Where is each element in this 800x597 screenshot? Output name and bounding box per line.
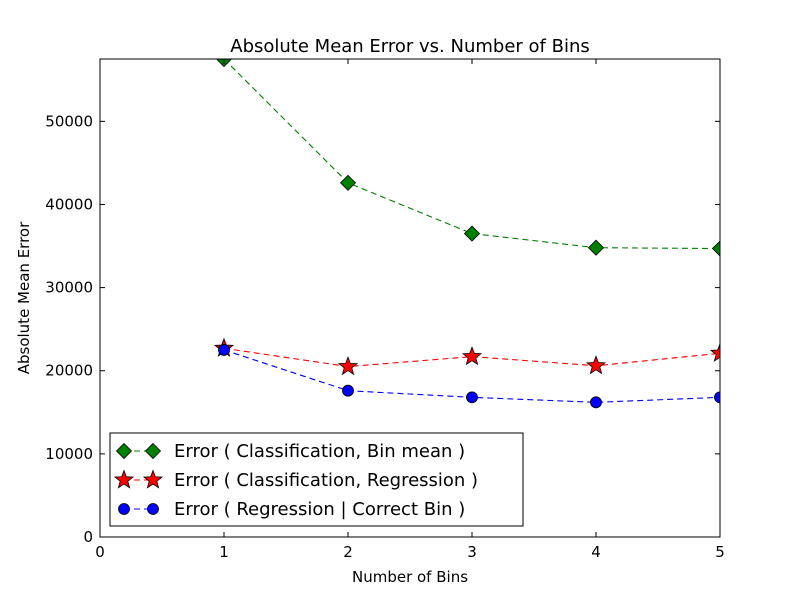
series-3-point xyxy=(342,384,354,397)
x-tick-label: 3 xyxy=(467,543,477,561)
series-3-point xyxy=(218,344,230,356)
legend-label-1: Error ( Classification, Bin mean ) xyxy=(174,441,465,462)
x-tick-label: 2 xyxy=(343,543,353,561)
chart-title: Absolute Mean Error vs. Number of Bins xyxy=(230,36,589,57)
series-group xyxy=(213,59,720,409)
x-tick-label: 0 xyxy=(95,543,105,561)
series-line-1 xyxy=(223,59,720,250)
series-1-point xyxy=(587,239,605,256)
series-2-point xyxy=(461,345,483,366)
x-tick-label: 5 xyxy=(715,543,725,561)
y-tick-label: 20000 xyxy=(45,362,93,380)
series-3-point xyxy=(466,391,478,404)
legend-marker-1 xyxy=(144,442,162,460)
series-1-point xyxy=(463,225,481,242)
legend-marker-2 xyxy=(142,469,164,489)
x-tick-label: 4 xyxy=(591,543,601,561)
y-tick-label: 10000 xyxy=(45,445,93,463)
series-2-point xyxy=(337,355,359,376)
legend-marker-1 xyxy=(115,442,133,460)
plot-area: 0 1 2 3 4 5 0 10000 20000 30000 40000 50000 xyxy=(45,58,725,561)
series-line-2 xyxy=(223,347,720,368)
y-axis-label: Absolute Mean Error xyxy=(15,221,33,374)
legend-label-2: Error ( Classification, Regression ) xyxy=(174,470,478,491)
legend-box xyxy=(109,432,524,527)
y-tick-label: 0 xyxy=(83,528,93,546)
y-tick-label: 50000 xyxy=(45,112,93,130)
series-3-point xyxy=(590,396,602,409)
legend-marker-3 xyxy=(118,503,130,515)
x-axis-label: Number of Bins xyxy=(352,568,468,586)
x-tick-label: 1 xyxy=(219,543,229,561)
legend: Error ( Classification, Bin mean ) Error … xyxy=(109,432,524,527)
legend-marker-3 xyxy=(147,503,159,515)
series-1-point xyxy=(339,174,357,191)
plot-frame xyxy=(99,58,721,538)
y-tick-label: 40000 xyxy=(45,195,93,213)
series-2-point xyxy=(709,342,720,362)
series-2-point xyxy=(585,355,607,375)
y-tick-label: 30000 xyxy=(45,279,93,297)
legend-marker-2 xyxy=(113,469,135,489)
series-3-point xyxy=(714,391,720,404)
series-1-point xyxy=(711,240,720,257)
legend-label-3: Error ( Regression | Correct Bin ) xyxy=(174,499,465,520)
